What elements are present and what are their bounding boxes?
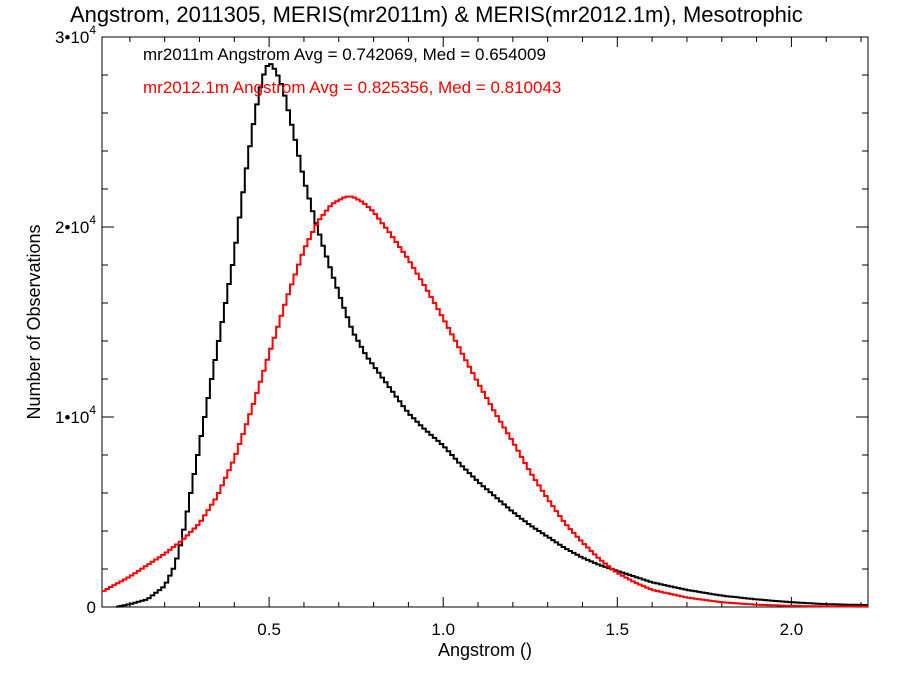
y-tick-mantissa: 2•10	[55, 218, 89, 237]
x-tick-label: 1.5	[605, 620, 629, 639]
chart-title: Angstrom, 2011305, MERIS(mr2011m) & MERI…	[70, 2, 803, 27]
series-line-mr2012-1m	[102, 195, 868, 608]
plot-frame	[101, 36, 869, 608]
x-axis: 0.5 1.0 1.5 2.0	[129, 37, 862, 639]
series-layer	[102, 63, 868, 608]
annotation-mr2011m: mr2011m Angstrom Avg = 0.742069, Med = 0…	[143, 45, 546, 64]
y-tick-exponent: 4	[89, 213, 96, 227]
y-tick-exponent: 4	[89, 23, 96, 37]
y-axis-label: Number of Observations	[24, 224, 44, 419]
y-tick-label: 0	[87, 598, 96, 617]
y-tick-mantissa: 1•10	[55, 408, 89, 427]
annotation-mr2012-1m: mr2012.1m Angstrom Avg = 0.825356, Med =…	[143, 78, 561, 97]
y-tick-mantissa: 0	[87, 598, 96, 617]
x-tick-label: 1.0	[431, 620, 455, 639]
x-tick-label: 2.0	[780, 620, 804, 639]
x-axis-label: Angstrom ()	[438, 640, 532, 660]
y-tick-label: 3•104	[55, 23, 96, 47]
y-tick-mantissa: 3•10	[55, 28, 89, 47]
y-tick-exponent: 4	[89, 403, 96, 417]
y-tick-label: 2•104	[55, 213, 96, 237]
x-tick-label: 0.5	[257, 620, 281, 639]
y-tick-label: 1•104	[55, 403, 96, 427]
series-line-mr2011m	[115, 63, 868, 608]
